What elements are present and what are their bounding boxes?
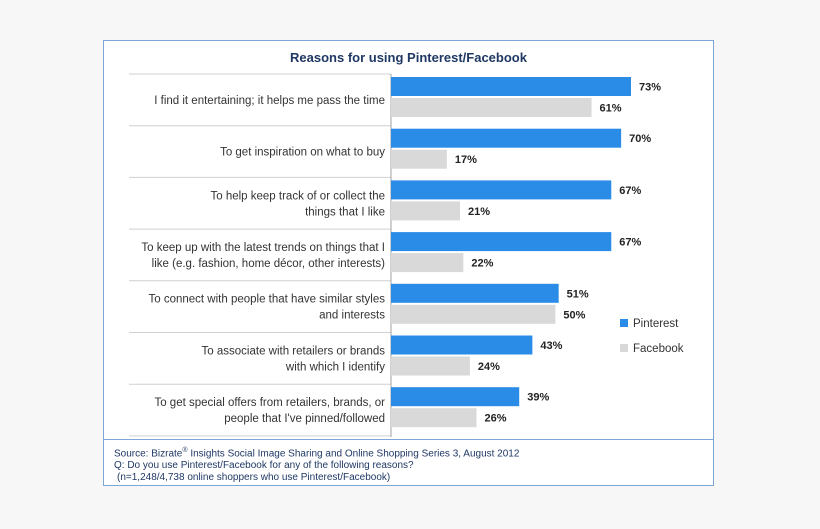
pinterest-bar	[391, 180, 612, 200]
facebook-bar	[391, 304, 556, 324]
category-label-line: To help keep track of or collect the	[210, 190, 385, 202]
category-label: To help keep track of or collect the thin…	[210, 190, 385, 218]
legend-label-facebook: Facebook	[633, 343, 684, 355]
pinterest-value-label: 51%	[567, 288, 589, 300]
category-label-line: To get inspiration on what to buy	[220, 147, 385, 159]
facebook-value-label: 22%	[471, 258, 493, 270]
pinterest-bar	[391, 128, 622, 148]
chart-frame: Reasons for using Pinterest/Facebook I f…	[103, 40, 714, 486]
facebook-value-label: 21%	[468, 206, 490, 218]
facebook-bar	[391, 201, 461, 221]
pinterest-bar	[391, 387, 520, 407]
source-registered-mark: ®	[182, 447, 188, 454]
pinterest-value-label: 67%	[619, 237, 641, 249]
sample-note: (n=1,248/4,738 online shoppers who use P…	[117, 472, 391, 484]
category-label: I find it entertaining; it helps me pass…	[154, 95, 385, 107]
chart-footer: Source: Bizrate® Insights Social Image S…	[104, 439, 713, 484]
pinterest-value-label: 67%	[619, 185, 641, 197]
pinterest-bar	[391, 232, 612, 252]
chart-title: Reasons for using Pinterest/Facebook	[290, 50, 527, 65]
source-note: Source: Bizrate® Insights Social Image S…	[114, 445, 713, 460]
category-label-line: To keep up with the latest trends on thi…	[141, 242, 385, 254]
pinterest-value-label: 70%	[629, 133, 651, 145]
legend-swatch-pinterest	[620, 319, 628, 327]
category-label-line: To get special offers from retailers, br…	[154, 397, 385, 409]
source-prefix: Source: Bizrate	[114, 448, 183, 460]
category-label: To associate with retailers or brands wit…	[202, 345, 386, 373]
facebook-value-label: 24%	[478, 361, 500, 373]
facebook-value-label: 17%	[455, 154, 477, 166]
pinterest-bar	[391, 283, 559, 303]
category-label-line: I find it entertaining; it helps me pass…	[154, 95, 385, 107]
category-label: To get inspiration on what to buy	[220, 147, 385, 159]
category-label: To get special offers from retailers, br…	[154, 397, 385, 425]
pinterest-value-label: 43%	[540, 340, 562, 352]
pinterest-value-label: 39%	[527, 392, 549, 404]
pinterest-bar	[391, 77, 631, 96]
category-label: To keep up with the latest trends on thi…	[141, 242, 385, 270]
facebook-bar	[391, 149, 447, 169]
facebook-value-label: 26%	[484, 413, 506, 425]
facebook-bar	[391, 253, 464, 273]
legend-swatch-facebook	[620, 344, 628, 352]
category-label-line: To connect with people that have similar…	[148, 294, 385, 306]
facebook-bar	[391, 408, 477, 428]
facebook-value-label: 61%	[600, 103, 622, 115]
category-label-line: with which I identify	[285, 361, 385, 373]
facebook-bar	[391, 356, 470, 376]
facebook-value-label: 50%	[563, 309, 585, 321]
source-suffix: Insights Social Image Sharing and Online…	[187, 448, 520, 460]
question-note: Q: Do you use Pinterest/Facebook for any…	[114, 460, 414, 472]
category-label-line: and interests	[319, 310, 385, 322]
bar-chart: I find it entertaining; it helps me pass…	[129, 73, 697, 437]
category-label-line: To associate with retailers or brands	[202, 345, 386, 357]
category-label-line: like (e.g. fashion, home décor, other in…	[152, 258, 385, 270]
category-label: To connect with people that have similar…	[148, 294, 385, 322]
facebook-bar	[391, 98, 592, 117]
legend-label-pinterest: Pinterest	[633, 318, 679, 330]
category-label-line: people that I've pinned/followed	[224, 413, 385, 425]
pinterest-bar	[391, 335, 533, 355]
category-label-line: things that I like	[305, 206, 385, 218]
legend-box	[613, 312, 697, 366]
pinterest-value-label: 73%	[639, 82, 661, 94]
